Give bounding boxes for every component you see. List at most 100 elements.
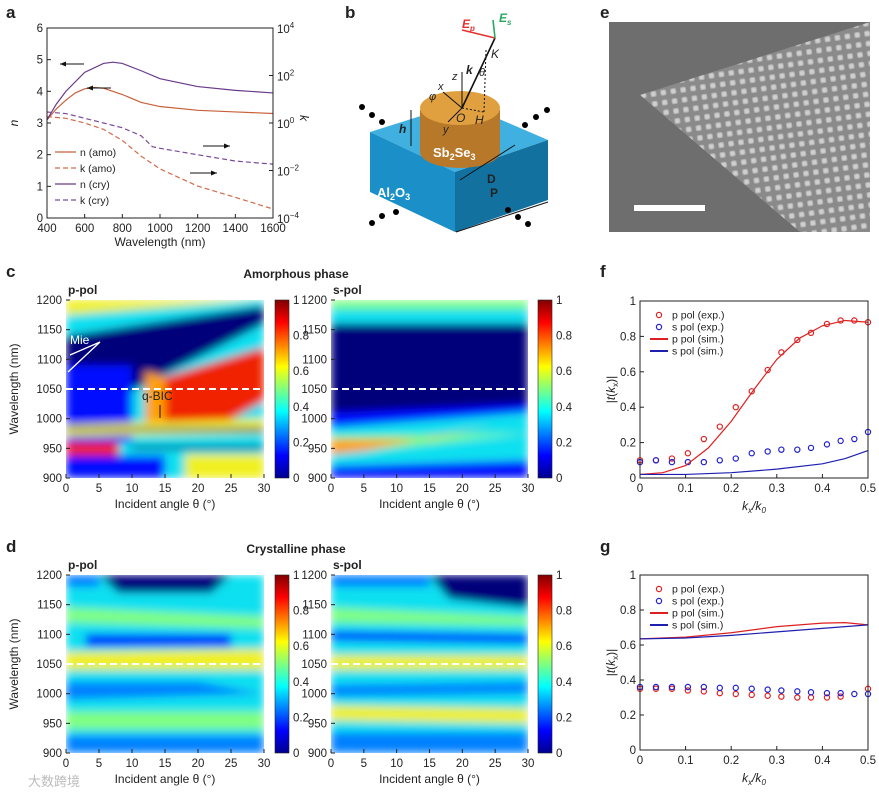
x-tick-label: 400 <box>37 223 56 235</box>
colorbar-tick-label: 0.6 <box>556 641 572 653</box>
y-tick-label: 6 <box>37 23 43 35</box>
y-tick-label: 0.4 <box>620 402 637 414</box>
P-label: P <box>490 186 498 200</box>
data-point <box>748 450 755 457</box>
D-label: D <box>487 172 496 186</box>
y-axis-label: |t(kx)| <box>604 649 620 677</box>
ep-arrow <box>461 29 496 39</box>
data-point <box>732 684 739 692</box>
x-tick-label: 0.4 <box>814 755 831 767</box>
x-tick-label: 0 <box>63 758 69 770</box>
heat-region <box>66 711 264 730</box>
y-tick-label: 950 <box>308 443 327 455</box>
y-axis <box>447 107 463 123</box>
x-tick-label: 0 <box>637 755 643 767</box>
y-tick-label: 1 <box>37 181 43 193</box>
panel-label-e: e <box>600 3 609 22</box>
data-point <box>716 423 724 430</box>
y-tick-label: 950 <box>308 718 327 730</box>
k-label: k <box>466 63 474 77</box>
y-tick-label: 900 <box>308 473 327 485</box>
y-tick-label: 1 <box>630 296 636 308</box>
substrate-material-label: Al2O3 <box>377 185 410 202</box>
panel-label-g: g <box>600 537 610 556</box>
arrow-head <box>60 61 66 67</box>
x-axis-label: Incident angle θ (°) <box>115 772 216 786</box>
heat-region <box>66 442 119 456</box>
y-tick-label: 1050 <box>36 659 62 671</box>
heat-region <box>66 455 165 478</box>
data-point <box>700 458 708 466</box>
heat-region <box>66 575 99 587</box>
legend-label: p pol (exp.) <box>672 584 725 596</box>
heat-region <box>99 575 231 593</box>
panel-label-b: b <box>345 3 355 22</box>
legend-label: k (cry) <box>80 195 109 207</box>
legend-swatch <box>655 323 663 331</box>
y-tick-label: 0.8 <box>620 331 636 343</box>
es-label: Es <box>499 11 512 27</box>
heat-region <box>184 454 264 478</box>
data-point <box>794 446 801 453</box>
data-point <box>732 404 739 411</box>
y-tick-label: 950 <box>43 718 62 730</box>
chart-a-optical-constants: 400 600 800 1000 1200 1400 1600 0 1 2 3 4 5 6 n (amo) k… <box>7 21 311 249</box>
panel-label-a: a <box>6 3 16 22</box>
legend-label: s pol (exp.) <box>672 322 724 334</box>
y-tick-label: 0.2 <box>620 438 636 450</box>
y-tick-label: 1200 <box>36 570 62 582</box>
data-point <box>807 694 815 701</box>
y-tick-label: 0 <box>630 473 636 485</box>
data-point <box>684 450 692 457</box>
colorbar-tick-label: 0.2 <box>556 437 572 449</box>
x-tick-label: 25 <box>489 483 502 495</box>
annotation-mie: Mie <box>70 333 90 347</box>
y2-axis-label: k <box>297 115 311 122</box>
panel-label-c: c <box>6 262 15 281</box>
heat-region <box>331 308 528 327</box>
x-tick-label: 1200 <box>185 223 211 235</box>
data-point <box>851 690 858 698</box>
colorbar-tick-label: 0.4 <box>293 402 310 414</box>
data-point <box>823 694 831 701</box>
x-axis-label: Incident angle θ (°) <box>379 772 480 786</box>
p-dimension <box>455 201 549 233</box>
x-axis-label: kx/k0 <box>742 499 766 515</box>
data-point <box>764 686 771 693</box>
x-tick-label: 10 <box>390 758 403 770</box>
y-tick-label: 1050 <box>301 659 327 671</box>
heat-region <box>66 418 264 437</box>
ep-label: Ep <box>462 17 475 33</box>
data-point <box>716 684 724 692</box>
data-point <box>837 693 844 700</box>
data-point <box>851 435 858 443</box>
panel-label-d: d <box>6 537 16 556</box>
data-point <box>732 455 739 462</box>
colorbar <box>537 299 553 479</box>
x-tick-label: 0.3 <box>769 483 785 495</box>
series-line-0 <box>46 86 274 121</box>
title-crystalline: Crystalline phase <box>246 542 346 556</box>
K-label: K <box>491 47 500 61</box>
scale-bar <box>634 205 705 211</box>
heat-region <box>331 607 528 626</box>
origin-label: O <box>456 111 465 125</box>
data-point <box>684 683 692 691</box>
data-point <box>837 689 844 697</box>
x-tick-label: 0 <box>637 483 643 495</box>
colorbar-tick-label: 0.8 <box>293 606 309 618</box>
x-tick-label: 15 <box>423 483 436 495</box>
heat-region <box>331 681 528 697</box>
data-point <box>700 683 708 691</box>
arrow-head <box>224 143 230 149</box>
legend-label: p pol (exp.) <box>672 310 725 322</box>
x-tick-label: 10 <box>126 483 139 495</box>
colorbar-tick-label: 0.8 <box>556 606 572 618</box>
data-point <box>748 691 755 699</box>
sim-line-3 <box>640 449 869 476</box>
x-tick-label: 0.3 <box>769 755 785 767</box>
d-dimension <box>459 144 516 181</box>
x-tick-label: 1000 <box>147 223 173 235</box>
heat-region <box>331 631 528 644</box>
